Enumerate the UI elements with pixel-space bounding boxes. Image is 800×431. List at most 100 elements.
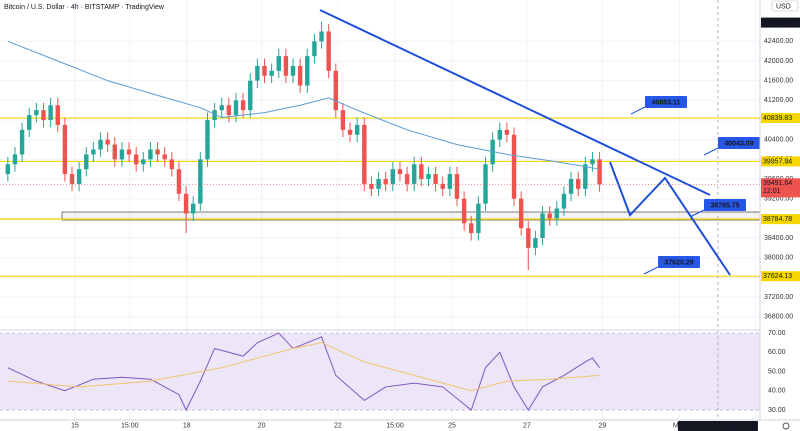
annotation-box xyxy=(658,256,700,268)
annotation-leader xyxy=(643,266,659,275)
candle-body xyxy=(262,65,267,76)
last-price-label: 39491.64 xyxy=(763,180,792,187)
candle-body xyxy=(276,56,281,71)
candle-body xyxy=(48,105,53,120)
annotation-leader xyxy=(689,209,705,218)
candle-body xyxy=(511,134,517,199)
high-label: 42780.66 xyxy=(763,19,792,26)
x-tick-label: 29 xyxy=(599,422,607,429)
candle-body xyxy=(319,31,324,42)
currency-button[interactable] xyxy=(771,0,799,12)
level-label: 37624.13 xyxy=(763,273,792,280)
candle-body xyxy=(141,159,146,165)
candle-body xyxy=(283,56,289,76)
candle-body xyxy=(55,105,60,125)
candle-body xyxy=(383,179,388,184)
x-tick-label: 15:00 xyxy=(121,422,139,429)
settings-icon[interactable] xyxy=(782,422,790,430)
grid xyxy=(0,0,760,420)
annotation-leader xyxy=(630,106,646,115)
candle-body xyxy=(112,144,117,160)
candle-body xyxy=(376,179,381,189)
y-tick-label: 37200.00 xyxy=(764,294,793,301)
candle-body xyxy=(305,56,310,86)
candle-body xyxy=(255,65,260,81)
y-tick-label: 42000.00 xyxy=(764,58,793,65)
rsi-tick-label: 40.00 xyxy=(768,388,786,395)
candle-body xyxy=(447,174,453,189)
candle-body xyxy=(547,213,552,219)
candle-body xyxy=(62,124,68,175)
candle-body xyxy=(84,154,89,170)
y-tick-label: 36800.00 xyxy=(764,314,793,321)
annotation-label: 40043.09 xyxy=(724,140,753,147)
candle-body xyxy=(198,159,203,204)
candle-body xyxy=(504,129,510,135)
annotation-label: 37620.29 xyxy=(664,259,693,266)
level-label: 40839.83 xyxy=(763,115,792,122)
candle-body xyxy=(433,174,438,184)
candle-body xyxy=(597,159,602,185)
candle-body xyxy=(340,110,346,130)
candle-body xyxy=(226,105,232,116)
candle-body xyxy=(533,238,538,248)
last-price-tag xyxy=(761,178,800,198)
candle-body xyxy=(354,124,360,135)
x-tick-label: 20 xyxy=(258,422,266,429)
annotation-box xyxy=(704,199,746,211)
annotation-label: 38785.75 xyxy=(710,202,739,209)
candle-body xyxy=(155,149,160,155)
candle-body xyxy=(483,164,488,204)
countdown-label: 12:01 xyxy=(763,188,781,195)
level-tag xyxy=(761,214,800,225)
candle-body xyxy=(583,164,588,189)
candle-body xyxy=(362,124,367,184)
x-tick-label: 15 xyxy=(71,422,79,429)
candle-body xyxy=(34,110,39,116)
level-tag xyxy=(761,271,800,282)
rsi-line xyxy=(7,342,600,392)
candle-body xyxy=(126,149,132,155)
candle-body xyxy=(162,154,167,160)
rsi-tick-label: 60.00 xyxy=(768,349,786,356)
candle-body xyxy=(240,100,246,111)
annotation-label: 40883.11 xyxy=(652,99,681,106)
candle-body xyxy=(426,174,431,180)
annotation-leader xyxy=(703,147,719,156)
candle-body xyxy=(454,174,460,199)
annotation-box xyxy=(645,96,687,108)
x-tick-label: 15:00 xyxy=(386,422,404,429)
candle-body xyxy=(540,213,545,239)
candle-body xyxy=(419,164,424,180)
x-tick-label: 18 xyxy=(183,422,191,429)
level-label: 39957.94 xyxy=(763,158,792,165)
candle-body xyxy=(212,110,217,120)
candle-body xyxy=(76,169,82,184)
rsi-line xyxy=(7,332,600,412)
candle-body xyxy=(269,70,274,76)
candle-body xyxy=(5,164,11,175)
candle-body xyxy=(561,193,567,209)
y-tick-label: 42400.00 xyxy=(764,38,793,45)
candle-body xyxy=(12,154,18,165)
projection-line xyxy=(609,161,731,276)
candle-body xyxy=(469,223,474,234)
y-tick-label: 41600.00 xyxy=(764,77,793,84)
candle-body xyxy=(190,203,196,214)
currency-label[interactable]: USD xyxy=(776,3,791,10)
rsi-tick-label: 50.00 xyxy=(768,368,786,375)
candle-body xyxy=(233,100,239,116)
candle-body xyxy=(27,115,32,130)
candle-body xyxy=(19,129,25,155)
y-tick-label: 39200.00 xyxy=(764,196,793,203)
candle-body xyxy=(69,174,75,184)
moving-average xyxy=(7,40,600,170)
candle-body xyxy=(404,174,410,184)
y-tick-label: 41200.00 xyxy=(764,97,793,104)
x-tick-label: 22 xyxy=(334,422,342,429)
plot xyxy=(0,21,760,412)
rsi-tick-label: 30.00 xyxy=(768,407,786,414)
candle-body xyxy=(554,208,560,219)
